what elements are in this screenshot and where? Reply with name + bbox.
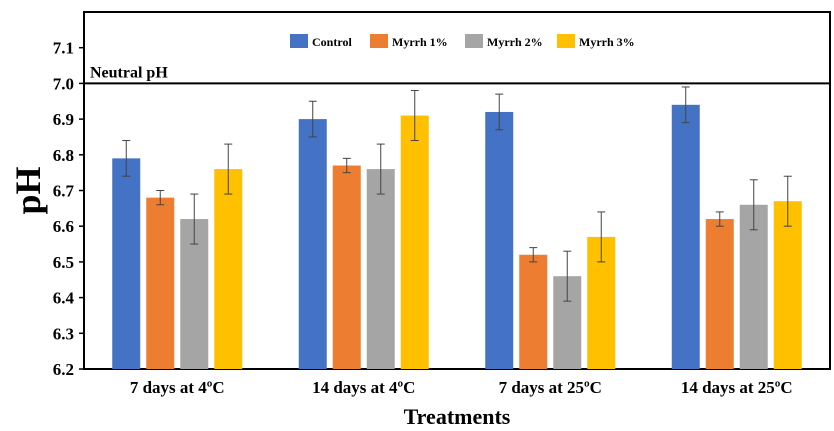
y-tick-label: 6.7 bbox=[53, 182, 75, 201]
y-axis-ticks: 6.2 6.3 6.4 6.5 6.6 6.7 6.8 6.9 7.0 7.1 bbox=[53, 39, 84, 379]
bar bbox=[366, 169, 395, 369]
neutral-ph-label: Neutral pH bbox=[90, 64, 168, 81]
neutral-ph-reference: Neutral pH bbox=[84, 64, 830, 85]
bars-group bbox=[112, 104, 802, 370]
y-tick-label: 6.8 bbox=[53, 146, 74, 165]
x-axis-categories: 7 days at 4ºC 14 days at 4ºC 7 days at 25º… bbox=[130, 378, 793, 397]
y-tick-label: 7.0 bbox=[53, 74, 74, 93]
bar bbox=[112, 158, 141, 369]
bar bbox=[705, 219, 734, 369]
x-category-label: 7 days at 4ºC bbox=[130, 378, 225, 397]
legend-swatch bbox=[557, 34, 575, 48]
bar bbox=[485, 111, 514, 370]
bar bbox=[400, 115, 429, 369]
x-category-label: 14 days at 4ºC bbox=[312, 378, 415, 397]
y-tick-label: 6.3 bbox=[53, 324, 74, 343]
bar bbox=[332, 165, 361, 369]
bar bbox=[773, 201, 802, 369]
bar bbox=[519, 254, 548, 369]
x-category-label: 14 days at 25ºC bbox=[681, 378, 793, 397]
legend-label: Myrrh 3% bbox=[579, 35, 635, 49]
legend: Control Myrrh 1% Myrrh 2% Myrrh 3% bbox=[290, 34, 635, 49]
y-tick-label: 6.2 bbox=[53, 360, 74, 379]
legend-label: Control bbox=[312, 35, 352, 49]
bar bbox=[671, 104, 700, 369]
legend-label: Myrrh 1% bbox=[392, 35, 448, 49]
y-tick-label: 7.1 bbox=[53, 39, 74, 58]
legend-swatch bbox=[465, 34, 483, 48]
legend-swatch bbox=[290, 34, 308, 48]
legend-label: Myrrh 2% bbox=[487, 35, 543, 49]
y-tick-label: 6.9 bbox=[53, 110, 74, 129]
y-tick-label: 6.5 bbox=[53, 253, 74, 272]
bar bbox=[739, 204, 768, 369]
legend-swatch bbox=[370, 34, 388, 48]
y-tick-label: 6.4 bbox=[53, 289, 75, 308]
y-axis-title: pH bbox=[8, 166, 48, 214]
error-bars-group bbox=[122, 86, 792, 302]
bar bbox=[214, 169, 243, 369]
x-axis-title: Treatments bbox=[404, 404, 511, 429]
bar bbox=[146, 197, 175, 369]
x-category-label: 7 days at 25ºC bbox=[499, 378, 602, 397]
bar bbox=[298, 119, 327, 369]
y-tick-label: 6.6 bbox=[53, 217, 74, 236]
